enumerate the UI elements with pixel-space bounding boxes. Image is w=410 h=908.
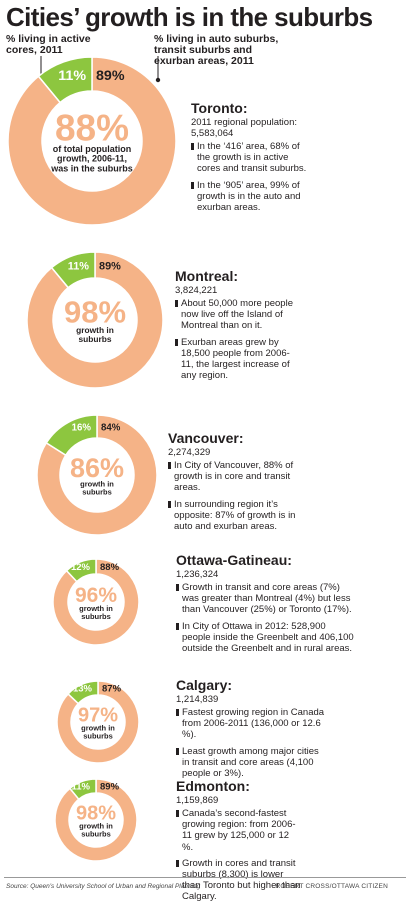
donut-suburbs-slice bbox=[56, 680, 140, 764]
city-note: Exurban areas grew by 18,500 people from… bbox=[175, 337, 295, 382]
core-percent-label: 16% bbox=[72, 422, 92, 433]
city-note: About 50,000 more people now live off th… bbox=[175, 298, 295, 332]
donut-suburbs-slice bbox=[52, 558, 140, 646]
donut-core-slice bbox=[45, 414, 98, 457]
city-note: Canada’s second-fastest growing region: … bbox=[176, 808, 302, 853]
city-population: 1,214,839 bbox=[176, 694, 219, 705]
suburban-growth-percent: 86% bbox=[70, 453, 124, 483]
city-note: In City of Vancouver, 88% of growth is i… bbox=[168, 460, 298, 494]
city-name: Calgary: bbox=[176, 677, 233, 693]
growth-caption: growth in suburbs bbox=[79, 604, 113, 621]
growth-caption: of total population growth, 2006-11, was i… bbox=[50, 144, 133, 173]
suburban-growth-percent: 88% bbox=[55, 108, 129, 149]
city-note: Fastest growing region in Canada from 20… bbox=[176, 707, 326, 741]
suburban-growth-percent: 97% bbox=[78, 705, 118, 727]
legend-core-label: % living in active cores, 2011 bbox=[6, 33, 91, 56]
suburbs-percent-label: 84% bbox=[101, 422, 121, 433]
donut-core-slice bbox=[67, 680, 99, 705]
legend-suburbs-dot bbox=[155, 77, 161, 83]
page-title: Cities’ growth is in the suburbs bbox=[6, 2, 373, 32]
city-notes: Fastest growing region in Canada from 20… bbox=[176, 707, 326, 784]
donut-core-slice bbox=[50, 251, 96, 289]
city-population: 1,159,869 bbox=[176, 795, 219, 806]
city-notes: Growth in transit and core areas (7%) wa… bbox=[176, 582, 354, 659]
city-note: In the ‘905’ area, 99% of growth is in t… bbox=[191, 180, 309, 214]
core-percent-label: 11% bbox=[72, 782, 91, 793]
source-note: Source: Queen’s University School of Urb… bbox=[6, 883, 201, 890]
suburbs-percent-label: 89% bbox=[100, 782, 120, 793]
city-note: Growth in transit and core areas (7%) wa… bbox=[176, 582, 354, 616]
suburbs-percent-label: 89% bbox=[96, 68, 125, 84]
city-name: Edmonton: bbox=[176, 778, 250, 794]
growth-caption: growth in suburbs bbox=[81, 724, 115, 741]
city-note: Growth in cores and transit suburbs (8,3… bbox=[176, 858, 302, 903]
donut-suburbs-slice bbox=[36, 414, 158, 536]
city-population: 2011 regional population: 5,583,064 bbox=[191, 117, 297, 139]
suburbs-percent-label: 89% bbox=[99, 260, 121, 272]
growth-caption: growth in suburbs bbox=[79, 822, 113, 839]
city-name: Montreal: bbox=[175, 268, 238, 284]
city-notes: About 50,000 more people now live off th… bbox=[175, 298, 295, 386]
core-percent-label: 11% bbox=[68, 260, 90, 272]
donut-core-slice bbox=[37, 56, 93, 104]
donut-suburbs-slice bbox=[26, 251, 164, 389]
donut-suburbs-slice bbox=[7, 56, 177, 226]
growth-caption: growth in suburbs bbox=[80, 479, 114, 496]
donut-suburbs-slice bbox=[54, 778, 138, 862]
city-name: Ottawa-Gatineau: bbox=[176, 552, 292, 568]
suburban-growth-percent: 98% bbox=[76, 803, 116, 825]
suburbs-percent-label: 88% bbox=[100, 562, 120, 573]
city-population: 1,236,324 bbox=[176, 569, 219, 580]
growth-caption: growth in suburbs bbox=[76, 325, 114, 344]
city-notes: Canada’s second-fastest growing region: … bbox=[176, 808, 302, 908]
city-note: In the ‘416’ area, 68% of the growth is … bbox=[191, 141, 309, 175]
core-percent-label: 12% bbox=[71, 562, 91, 573]
city-notes: In City of Vancouver, 88% of growth is i… bbox=[168, 460, 298, 537]
suburban-growth-percent: 96% bbox=[75, 584, 117, 607]
suburbs-percent-label: 87% bbox=[102, 684, 122, 695]
city-name: Toronto: bbox=[191, 100, 248, 116]
city-notes: In the ‘416’ area, 68% of the growth is … bbox=[191, 141, 309, 218]
city-name: Vancouver: bbox=[168, 430, 244, 446]
credit-note: ROBERT CROSS/OTTAWA CITIZEN bbox=[275, 883, 388, 890]
city-population: 3,824,221 bbox=[175, 285, 218, 296]
footer-rule bbox=[4, 877, 406, 878]
core-percent-label: 11% bbox=[58, 68, 86, 84]
donut-core-slice bbox=[68, 778, 97, 801]
core-percent-label: 13% bbox=[73, 684, 93, 695]
city-note: In City of Ottawa in 2012: 528,900 peopl… bbox=[176, 621, 354, 655]
city-note: Least growth among major cities in trans… bbox=[176, 746, 326, 780]
city-note: In surrounding region it’s opposite: 87%… bbox=[168, 499, 298, 533]
city-population: 2,274,329 bbox=[168, 447, 211, 458]
legend-suburbs-label: % living in auto suburbs, transit suburb… bbox=[154, 33, 279, 67]
suburban-growth-percent: 98% bbox=[64, 295, 126, 330]
donut-core-slice bbox=[65, 558, 97, 583]
